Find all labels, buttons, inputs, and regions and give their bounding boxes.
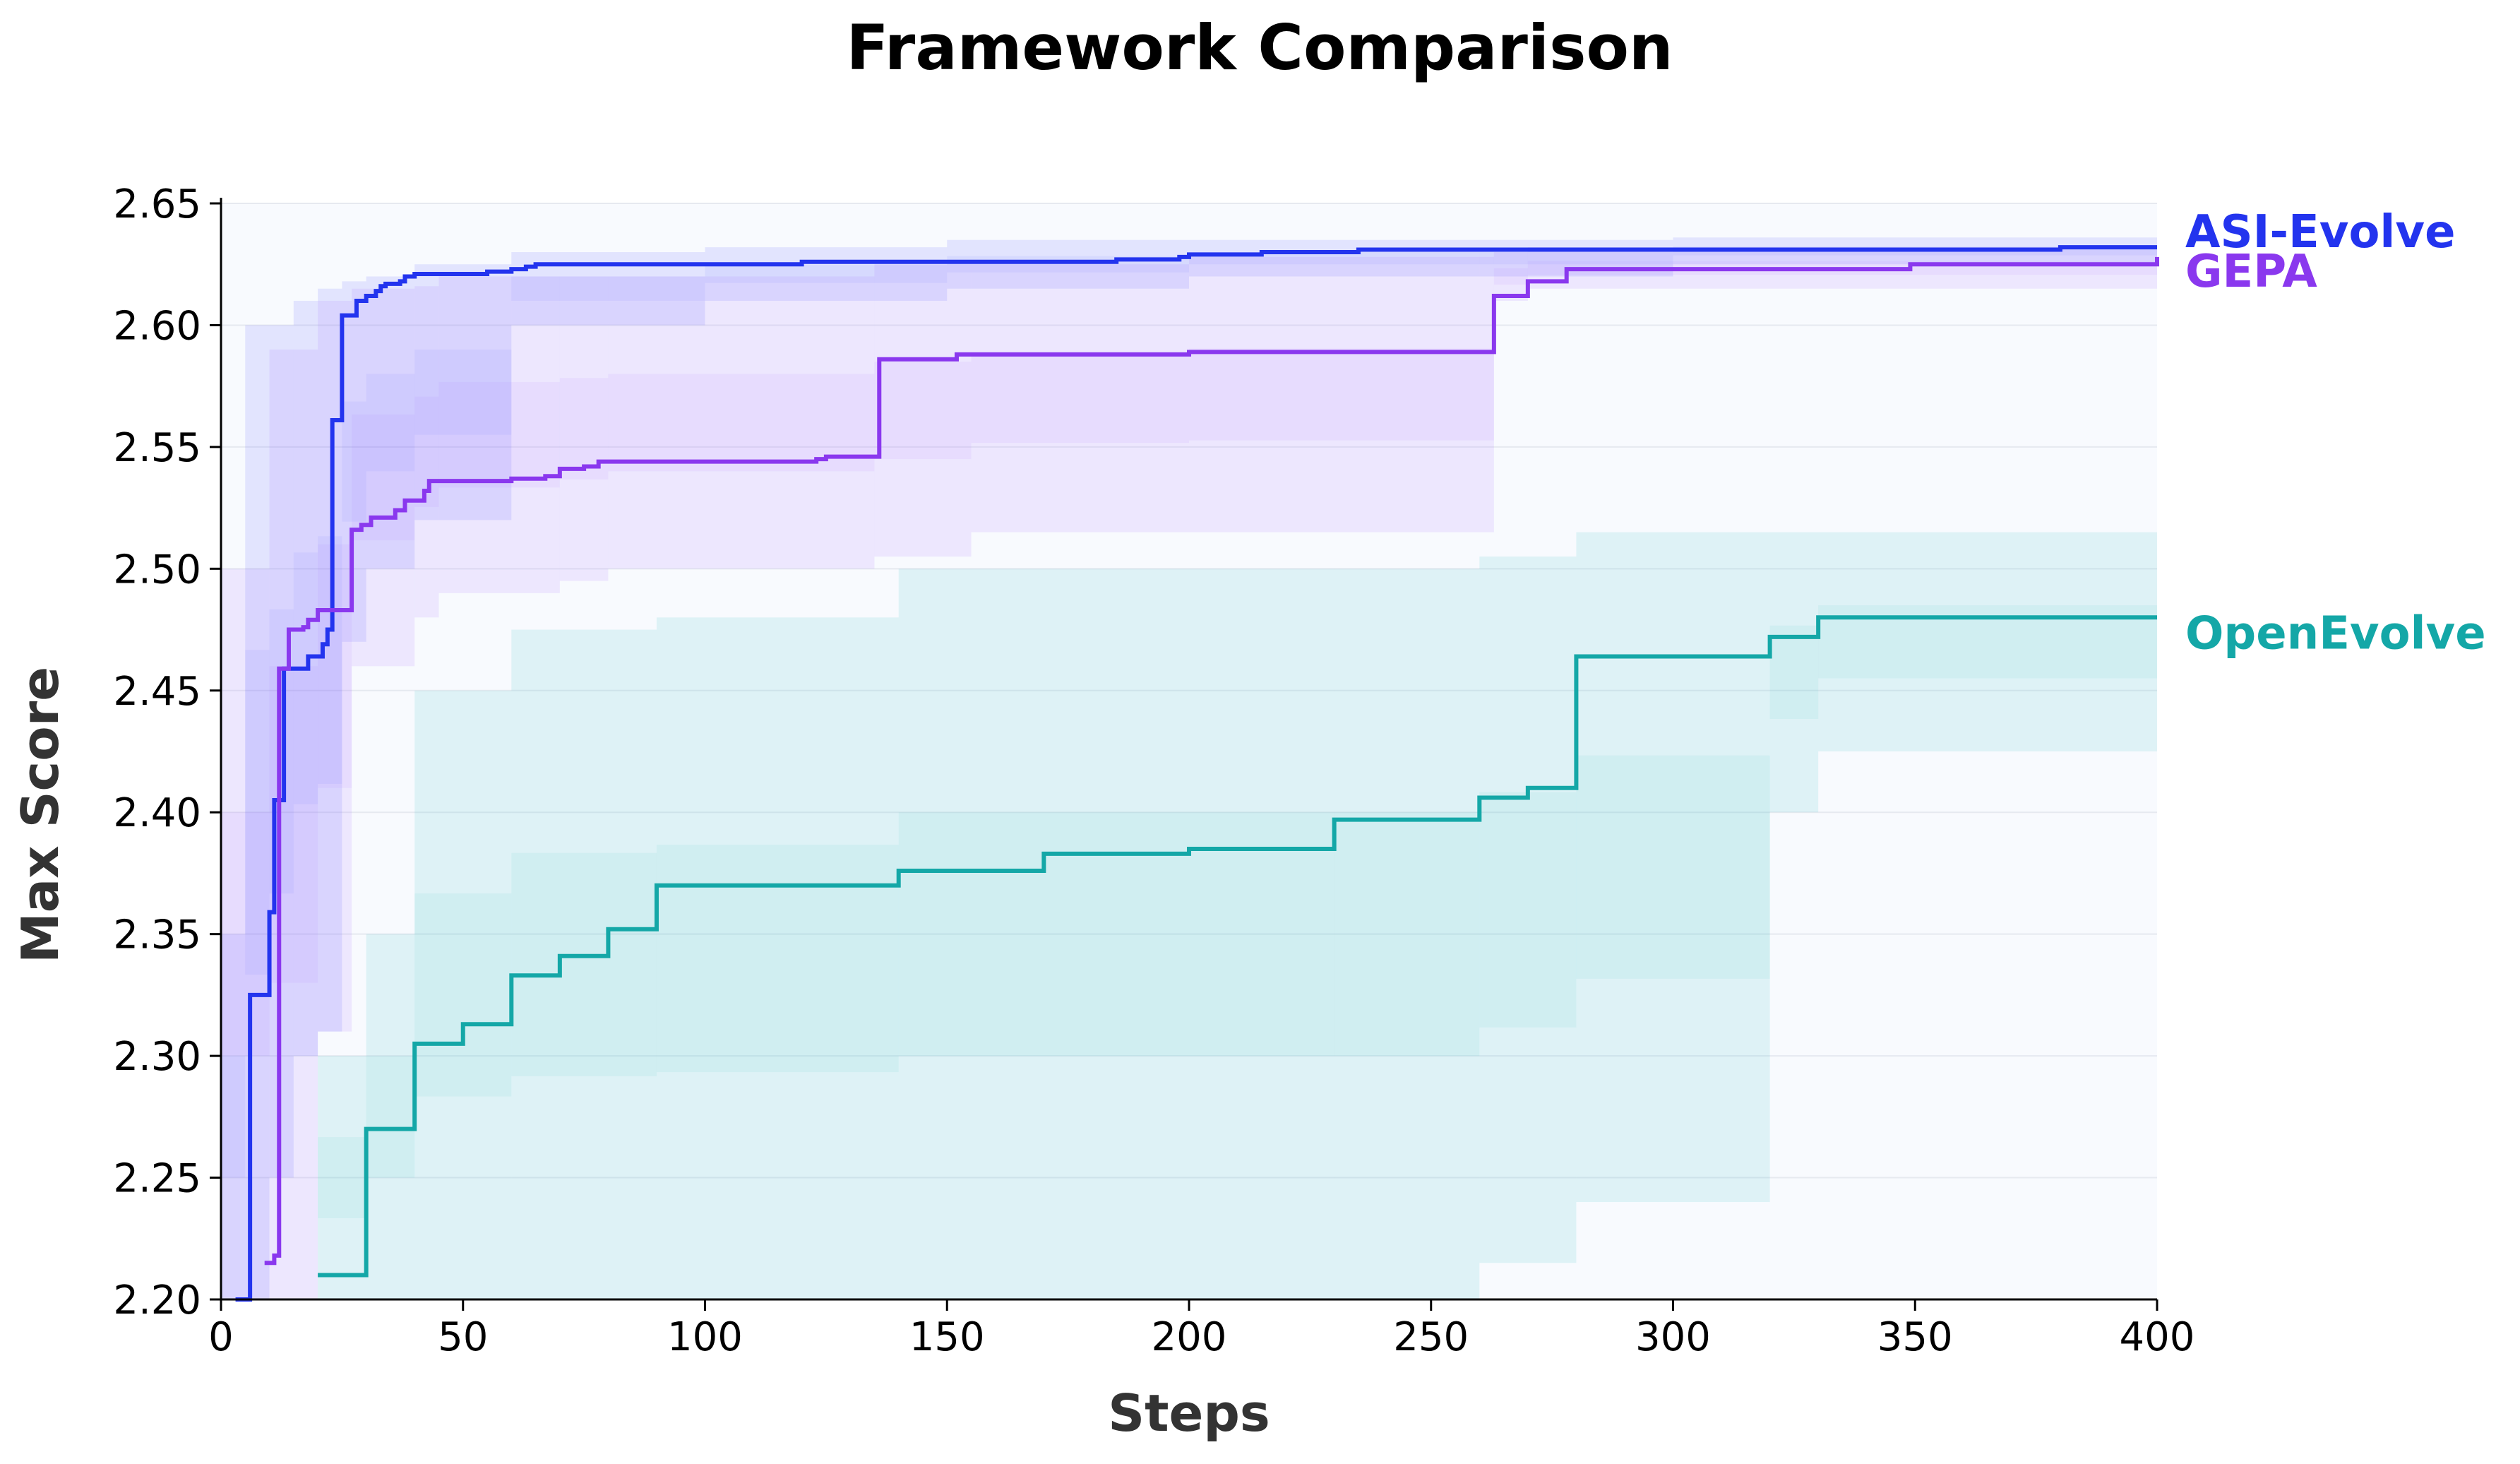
chart-title: Framework Comparison	[846, 11, 1673, 84]
gepa-band-core	[1493, 268, 1528, 285]
gepa-band-core	[438, 381, 560, 488]
asi-evolve-band-core	[511, 276, 705, 301]
openevolve-band-core	[1576, 755, 1770, 979]
y-tick-label: 2.45	[113, 669, 201, 715]
x-tick-label: 250	[1393, 1314, 1469, 1360]
asi-evolve-band-segment	[414, 264, 512, 520]
plot-area	[221, 203, 2157, 1299]
openevolve-band-core	[1769, 625, 1819, 720]
asi-evolve-band-core	[245, 650, 270, 975]
openevolve-band-core	[1334, 812, 1480, 1057]
gepa-band-core	[971, 353, 1189, 444]
asi-evolve-band-segment	[318, 288, 342, 1032]
asi-evolve-band-core	[221, 1056, 246, 1178]
gepa-band-core	[221, 812, 270, 1057]
openevolve-band-core	[511, 852, 657, 1076]
y-tick-label: 2.60	[113, 303, 201, 349]
openevolve-label: OpenEvolve	[2185, 607, 2486, 660]
asi-evolve-band-segment	[947, 239, 1189, 289]
openevolve-band-core	[366, 1056, 415, 1178]
asi-evolve-band-segment	[705, 247, 948, 301]
series-lines	[235, 245, 2159, 1302]
gepa-band-segment	[318, 300, 352, 1032]
openevolve-band-core	[414, 893, 512, 1097]
asi-evolve-band-segment	[366, 276, 415, 569]
gepa-band-segment	[1189, 256, 1494, 532]
asi-evolve-band-core	[342, 401, 366, 522]
gepa-band-segment	[608, 276, 875, 569]
gepa-band-segment	[221, 569, 270, 1300]
asi-evolve-band-segment	[269, 325, 294, 1178]
openevolve-band-segment	[318, 1056, 366, 1299]
gepa-band-segment	[352, 288, 415, 667]
asi-evolve-band-segment	[293, 300, 318, 1057]
asi-evolve-band-core	[414, 349, 512, 435]
openevolve-band-segment	[1576, 532, 1770, 1203]
y-tick-label: 2.30	[113, 1034, 201, 1080]
asi-evolve-label: ASI-Evolve	[2185, 206, 2455, 258]
asi-evolve-band-core	[318, 536, 342, 784]
openevolve-line	[318, 615, 2157, 1278]
openevolve-band-segment	[1769, 532, 1819, 813]
asi-evolve-band-segment	[221, 934, 246, 1299]
y-tick-label: 2.35	[113, 912, 201, 958]
x-tick-label: 150	[909, 1314, 985, 1360]
x-tick-label: 100	[667, 1314, 743, 1360]
asi-evolve-band-core	[293, 552, 318, 804]
gepa-band-core	[874, 362, 972, 460]
gepa-band-core	[352, 414, 415, 541]
openevolve-band-segment	[1334, 569, 1480, 1300]
y-axis-label: Max Score	[11, 667, 70, 963]
openevolve-band-core	[1479, 792, 1577, 1028]
gepa-label: GEPA	[2185, 246, 2317, 298]
gepa-band-core	[318, 544, 352, 788]
x-tick-label: 300	[1635, 1314, 1711, 1360]
y-tick-label: 2.20	[113, 1278, 201, 1323]
asi-evolve-band-core	[366, 374, 415, 472]
gepa-band-segment	[874, 264, 972, 557]
gepa-line	[264, 256, 2159, 1266]
gridlines	[221, 203, 2157, 1300]
y-tick-label: 2.40	[113, 790, 201, 836]
y-tick-label: 2.55	[113, 425, 201, 471]
openevolve-band-segment	[1818, 532, 2157, 751]
y-tick-label: 2.50	[113, 547, 201, 593]
x-axis-label: Steps	[1108, 1383, 1270, 1443]
gepa-band-segment	[438, 276, 560, 593]
x-tick-label: 400	[2120, 1314, 2195, 1360]
openevolve-band-segment	[511, 629, 657, 1299]
x-tick-label: 0	[208, 1314, 234, 1360]
tick-labels: 2.20 2.25 2.30 2.35 2.40 2.45 2.50 2.55 2.60 2.65…	[113, 181, 2194, 1360]
x-tick-label: 200	[1152, 1314, 1227, 1360]
asi-evolve-band-core	[705, 265, 948, 283]
gepa-band-segment	[559, 276, 609, 581]
openevolve-band-segment	[366, 934, 415, 1299]
openevolve-band-segment	[656, 617, 899, 1299]
gepa-band-core	[1189, 348, 1494, 441]
x-tick-label: 50	[438, 1314, 488, 1360]
openevolve-band-core	[656, 845, 899, 1073]
openevolve-band-segment	[414, 690, 512, 1299]
asi-evolve-band-segment	[1189, 239, 1480, 277]
gepa-band-core	[559, 378, 609, 480]
gepa-band-segment	[414, 286, 439, 618]
gepa-band-segment	[1493, 251, 1528, 301]
openevolve-band-segment	[1479, 557, 1577, 1263]
asi-evolve-line	[235, 245, 2157, 1302]
gepa-band-core	[414, 396, 439, 507]
openevolve-band-core	[318, 1137, 366, 1219]
asi-evolve-band-core	[1479, 251, 1673, 265]
gepa-band-core	[269, 666, 318, 983]
asi-evolve-band-segment	[342, 281, 366, 642]
x-tick-label: 350	[1877, 1314, 1953, 1360]
y-tick-label: 2.65	[113, 181, 201, 227]
openevolve-band-segment	[898, 569, 1334, 1300]
y-tick-label: 2.25	[113, 1156, 201, 1202]
gepa-band-segment	[971, 264, 1189, 532]
